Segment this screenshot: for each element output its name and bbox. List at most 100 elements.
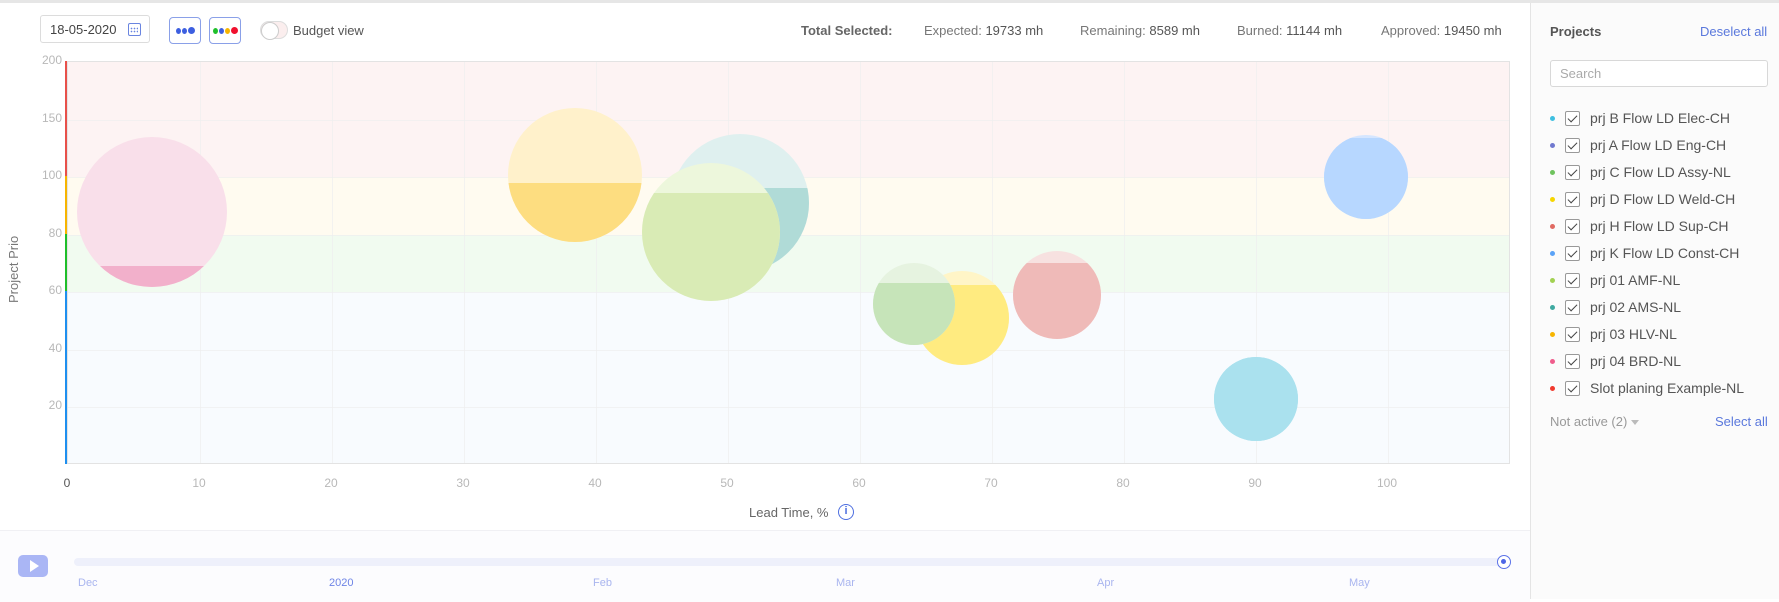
select-all-link[interactable]: Select all	[1715, 414, 1768, 429]
date-value: 18-05-2020	[50, 22, 117, 37]
bubble-chart-plot	[67, 61, 1510, 464]
project-list-item[interactable]: prj D Flow LD Weld-CH	[1550, 189, 1735, 209]
project-name: Slot planing Example-NL	[1590, 380, 1745, 396]
x-tick-label: 30	[456, 476, 470, 490]
x-tick-label: 0	[63, 476, 71, 490]
not-active-dropdown[interactable]: Not active (2)	[1550, 414, 1640, 429]
project-checkbox[interactable]	[1565, 272, 1580, 288]
timeline-month-label: 2020	[329, 577, 354, 589]
y-tick-label: 40	[48, 340, 62, 355]
project-name: prj 03 HLV-NL	[1590, 326, 1677, 342]
project-list-item[interactable]: prj B Flow LD Elec-CH	[1550, 108, 1730, 128]
project-name: prj 01 AMF-NL	[1590, 272, 1681, 288]
project-list-item[interactable]: prj H Flow LD Sup-CH	[1550, 216, 1728, 236]
project-list-item[interactable]: prj K Flow LD Const-CH	[1550, 243, 1739, 263]
project-list-item[interactable]: prj 02 AMS-NL	[1550, 297, 1681, 317]
grid-line	[68, 407, 1509, 409]
calendar-icon[interactable]	[128, 23, 141, 36]
bubble-progress-fill	[873, 283, 956, 345]
grid-line	[1256, 62, 1257, 463]
deselect-all-link[interactable]: Deselect all	[1700, 24, 1768, 39]
bubble-view-color-button[interactable]	[209, 17, 241, 44]
timeline-panel: Dec 2020 Feb Mar Apr May	[0, 530, 1530, 602]
project-checkbox[interactable]	[1565, 299, 1580, 315]
projects-title: Projects	[1550, 24, 1602, 39]
project-checkbox[interactable]	[1565, 191, 1580, 207]
timeline-handle[interactable]	[1497, 555, 1511, 569]
project-bubble[interactable]	[873, 262, 956, 345]
dot-icon	[224, 27, 230, 34]
dot-icon	[230, 27, 238, 34]
x-tick-label: 70	[984, 476, 998, 490]
grid-line	[68, 292, 1509, 294]
project-bubble[interactable]	[641, 162, 780, 301]
burned-value: 11144 mh	[1286, 23, 1343, 38]
y-tick-label: 100	[41, 168, 62, 183]
project-checkbox[interactable]	[1565, 245, 1580, 261]
project-name: prj H Flow LD Sup-CH	[1590, 218, 1729, 234]
not-active-label: Not active (2)	[1550, 414, 1628, 429]
grid-line	[1124, 62, 1125, 463]
play-button[interactable]	[18, 555, 48, 577]
timeline-track[interactable]	[74, 558, 1506, 566]
x-tick-label: 100	[1376, 476, 1398, 490]
grid-line	[1388, 62, 1389, 463]
bubble-progress-fill	[1012, 263, 1101, 340]
x-tick-label: 10	[192, 476, 206, 490]
project-bubble[interactable]	[1214, 356, 1298, 441]
grid-line	[992, 62, 993, 463]
grid-line	[464, 62, 465, 463]
y-axis-label: Project Prio	[6, 235, 21, 303]
project-checkbox[interactable]	[1565, 218, 1580, 234]
project-list-item[interactable]: Slot planing Example-NL	[1550, 378, 1744, 398]
project-search-input[interactable]	[1550, 60, 1768, 87]
project-bubble[interactable]	[1012, 251, 1101, 340]
total-selected-text: Total Selected:	[801, 23, 893, 38]
main-panel: 18-05-2020 Budget view Total Selected: E…	[0, 3, 1530, 602]
project-checkbox[interactable]	[1565, 353, 1580, 369]
project-color-dot	[1550, 250, 1555, 256]
budget-view-toggle[interactable]	[260, 21, 288, 40]
project-list-item[interactable]: prj 01 AMF-NL	[1550, 270, 1680, 290]
total-selected-label: Total Selected:	[801, 23, 893, 38]
project-checkbox[interactable]	[1565, 326, 1580, 342]
project-bubble[interactable]	[507, 107, 642, 242]
dot-icon	[187, 27, 195, 34]
project-color-dot	[1550, 115, 1555, 121]
project-list-item[interactable]: prj 03 HLV-NL	[1550, 324, 1677, 344]
project-checkbox[interactable]	[1565, 380, 1580, 396]
approved-label: Approved:	[1381, 23, 1441, 38]
info-icon[interactable]: i	[838, 504, 854, 520]
projects-sidebar: Projects Deselect all prj B Flow LD Elec…	[1530, 3, 1779, 599]
grid-line	[860, 62, 861, 463]
y-tick-label: 150	[41, 110, 62, 125]
project-checkbox[interactable]	[1565, 164, 1580, 180]
grid-line	[68, 119, 1509, 121]
project-checkbox[interactable]	[1565, 110, 1580, 126]
date-picker[interactable]: 18-05-2020	[40, 15, 150, 43]
expected-value: 19733 mh	[985, 23, 1044, 38]
project-color-dot	[1550, 358, 1555, 364]
grid-line	[332, 62, 333, 463]
project-list-item[interactable]: prj 04 BRD-NL	[1550, 351, 1681, 371]
remaining-value: 8589 mh	[1149, 23, 1200, 38]
project-list-item[interactable]: prj A Flow LD Eng-CH	[1550, 135, 1726, 155]
bubble-progress-fill	[1323, 137, 1408, 220]
project-color-dot	[1550, 223, 1555, 229]
x-tick-label: 20	[324, 476, 338, 490]
priority-axis-segment	[65, 61, 68, 177]
dot-icon	[218, 27, 224, 34]
x-tick-label: 50	[720, 476, 734, 490]
project-list-item[interactable]: prj C Flow LD Assy-NL	[1550, 162, 1731, 182]
project-name: prj B Flow LD Elec-CH	[1590, 110, 1731, 126]
project-name: prj K Flow LD Const-CH	[1590, 245, 1740, 261]
project-checkbox[interactable]	[1565, 137, 1580, 153]
project-name: prj 04 BRD-NL	[1590, 353, 1682, 369]
x-tick-label: 90	[1248, 476, 1262, 490]
bubble-view-mono-button[interactable]	[169, 17, 201, 44]
project-bubble[interactable]	[1323, 135, 1408, 220]
grid-line	[68, 349, 1509, 351]
project-bubble[interactable]	[77, 136, 228, 287]
remaining-label: Remaining:	[1080, 23, 1146, 38]
project-name: prj C Flow LD Assy-NL	[1590, 164, 1731, 180]
